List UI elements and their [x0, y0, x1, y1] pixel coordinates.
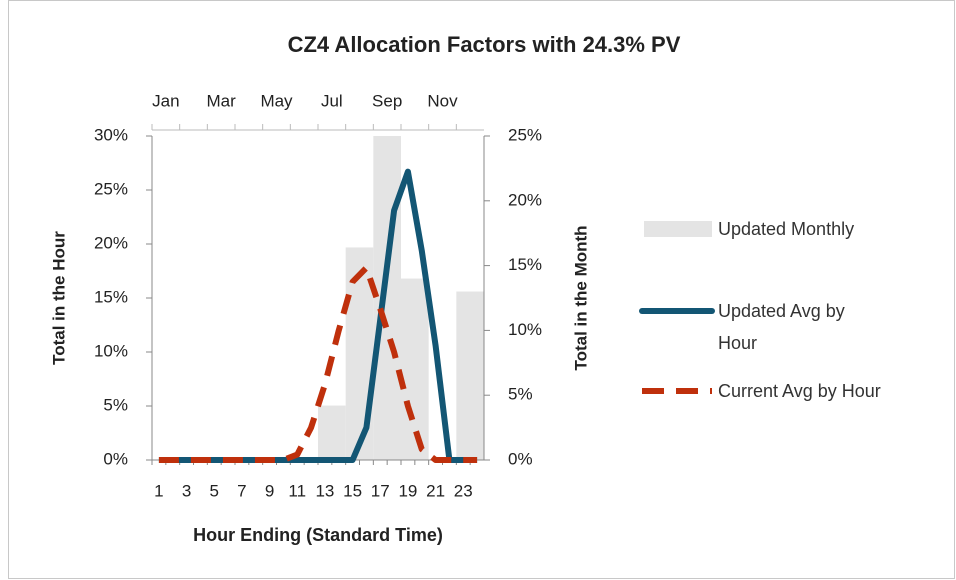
chart-title: CZ4 Allocation Factors with 24.3% PV [288, 32, 681, 57]
legend-swatch [644, 221, 712, 237]
y-tick-label: 5% [103, 395, 128, 414]
top-tick-label: May [260, 91, 293, 110]
y-tick-label: 30% [94, 125, 128, 144]
x-tick-label: 7 [237, 481, 246, 500]
x-tick-label: 23 [454, 481, 473, 500]
x-tick-label: 1 [154, 481, 163, 500]
y2-tick-label: 15% [508, 255, 542, 274]
legend-label: Current Avg by Hour [718, 381, 881, 401]
y2-tick-label: 10% [508, 320, 542, 339]
x-tick-label: 19 [398, 481, 417, 500]
bar [373, 136, 401, 460]
x-tick-label: 17 [371, 481, 390, 500]
y2-axis-title: Total in the Month [571, 225, 590, 370]
x-tick-label: 5 [210, 481, 219, 500]
line-series [158, 264, 478, 463]
top-tick-label: Jan [152, 91, 179, 110]
x-tick-label: 13 [315, 481, 334, 500]
y2-tick-label: 0% [508, 449, 533, 468]
y2-tick-label: 20% [508, 190, 542, 209]
y-tick-label: 10% [94, 341, 128, 360]
y-tick-label: 15% [94, 287, 128, 306]
x-axis-title: Hour Ending (Standard Time) [193, 525, 443, 545]
bar [456, 291, 484, 460]
legend-label: Updated Avg by Hour [718, 301, 845, 353]
legend-label: Updated Monthly [718, 219, 855, 239]
y2-tick-label: 25% [508, 125, 542, 144]
y2-tick-label: 5% [508, 385, 533, 404]
top-tick-label: Jul [321, 91, 343, 110]
y-tick-label: 20% [94, 233, 128, 252]
x-tick-label: 21 [426, 481, 445, 500]
top-tick-label: Nov [427, 91, 458, 110]
y-tick-label: 0% [103, 449, 128, 468]
y-tick-label: 25% [94, 179, 128, 198]
x-tick-label: 9 [265, 481, 274, 500]
x-tick-label: 15 [343, 481, 362, 500]
x-tick-label: 3 [182, 481, 191, 500]
frame [8, 0, 955, 579]
y-axis-title: Total in the Hour [49, 231, 68, 365]
line-series [158, 168, 478, 463]
x-tick-label: 11 [288, 481, 306, 500]
bar [318, 405, 346, 460]
top-tick-label: Sep [372, 91, 402, 110]
top-tick-label: Mar [207, 91, 237, 110]
bar [401, 278, 429, 460]
